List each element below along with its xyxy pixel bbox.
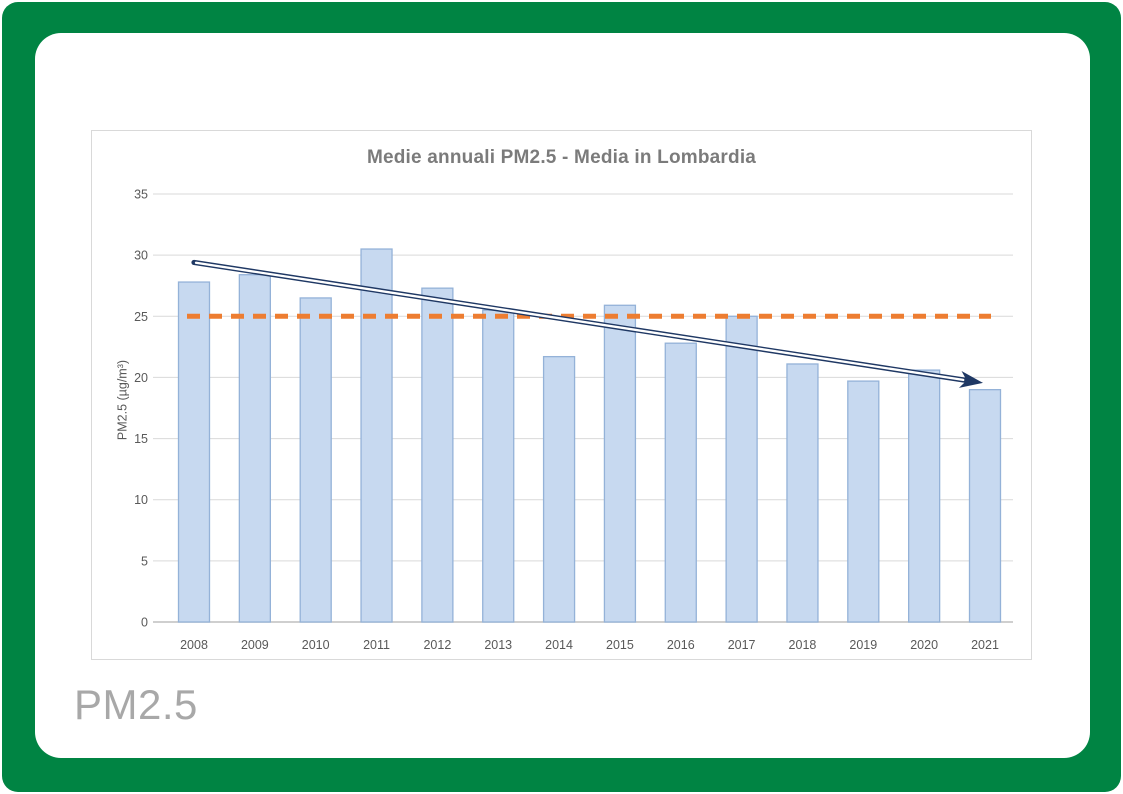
- y-axis-title: PM2.5 (µg/m³): [115, 359, 130, 441]
- y-tick-label-15: 15: [134, 432, 148, 446]
- bar-2011: [360, 248, 393, 623]
- pm25-caption: PM2.5: [74, 681, 198, 728]
- y-tick-label-25: 25: [134, 310, 148, 324]
- y-tick-label-30: 30: [134, 249, 148, 263]
- x-tick-label-2009: 2009: [241, 638, 269, 652]
- trend-arrow-body-inner: [194, 261, 965, 382]
- chart-plot: 0 5 10 15 20 25 30 35 2008 2009 2010 2011 2012 2013 20…: [134, 188, 1013, 652]
- bar-2008: [177, 281, 211, 623]
- chart-container: 0 5 10 15 20 25 30 35 2008 2009 2010 2011 2012 2013 20…: [91, 130, 1032, 660]
- chart-title: Medie annuali PM2.5 - Media in Lombardia: [366, 147, 757, 168]
- bar-2013: [482, 309, 515, 623]
- x-tick-label-2008: 2008: [180, 638, 208, 652]
- x-tick-label-2014: 2014: [545, 638, 573, 652]
- x-tick-label-2013: 2013: [484, 638, 512, 652]
- x-tick-label-2016: 2016: [667, 638, 695, 652]
- bar-2010: [299, 297, 332, 623]
- x-tick-label-2012: 2012: [423, 638, 451, 652]
- x-tick-label-2019: 2019: [849, 638, 877, 652]
- y-tick-label-10: 10: [134, 493, 148, 507]
- y-tick-label-35: 35: [134, 188, 148, 202]
- x-tick-label-2010: 2010: [302, 638, 330, 652]
- bar-2018: [786, 363, 819, 623]
- x-tick-label-2020: 2020: [910, 638, 938, 652]
- bar-2021: [968, 389, 1002, 623]
- bar-2019: [847, 380, 880, 623]
- x-tick-label-2018: 2018: [789, 638, 817, 652]
- bar-2020: [908, 369, 941, 623]
- bar-2009: [238, 274, 271, 623]
- y-tick-label-5: 5: [141, 554, 148, 568]
- x-tick-label-2015: 2015: [606, 638, 634, 652]
- bar-2015: [603, 304, 637, 623]
- trend-arrow-head: [958, 371, 983, 388]
- bar-2014: [542, 355, 576, 623]
- bar-2012: [421, 287, 454, 623]
- y-tick-label-20: 20: [134, 371, 148, 385]
- x-tick-label-2011: 2011: [363, 638, 390, 652]
- x-tick-label-2021: 2021: [971, 638, 999, 652]
- x-tick-label-2017: 2017: [728, 638, 756, 652]
- bar-2017: [725, 315, 758, 623]
- y-tick-label-0: 0: [141, 616, 148, 630]
- bar-2016: [664, 342, 697, 623]
- slide-canvas: 0 5 10 15 20 25 30 35 2008 2009 2010 2011 2012 2013 20…: [35, 33, 1090, 758]
